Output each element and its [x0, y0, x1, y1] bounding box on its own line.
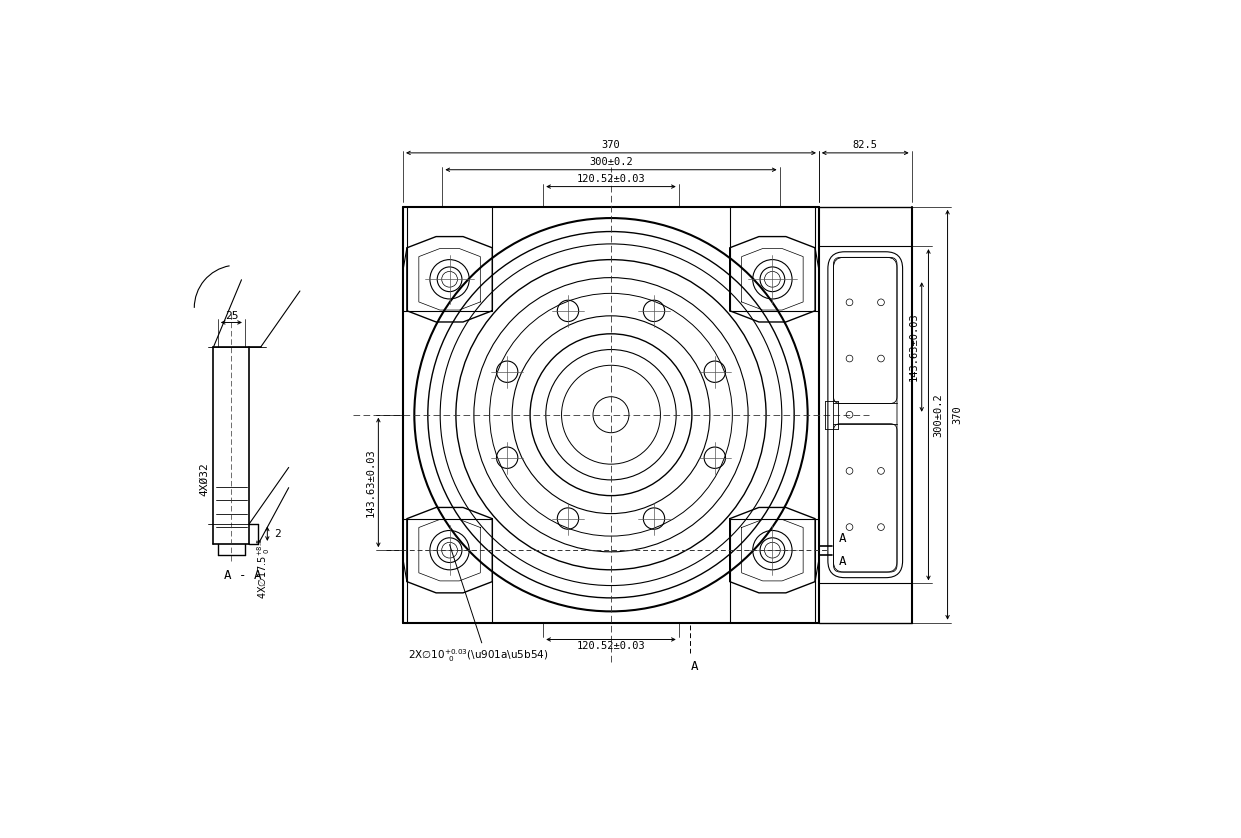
Text: A: A	[690, 660, 697, 673]
Text: 143.63±0.03: 143.63±0.03	[366, 448, 376, 517]
Text: 2X$\varnothing$10$^{+0.03}_{\ \ 0}$(\u901a\u5b54): 2X$\varnothing$10$^{+0.03}_{\ \ 0}$(\u90…	[408, 647, 549, 665]
Text: 120.52±0.03: 120.52±0.03	[577, 641, 645, 651]
Text: 300±0.2: 300±0.2	[933, 393, 943, 437]
Text: 82.5: 82.5	[853, 140, 877, 150]
Text: 120.52±0.03: 120.52±0.03	[577, 173, 645, 184]
Text: 2: 2	[274, 529, 280, 539]
Text: 25: 25	[225, 311, 238, 321]
Text: 370: 370	[602, 140, 620, 150]
Text: 4X$\varnothing$17.5$^{+8.5}_{\ 0}$: 4X$\varnothing$17.5$^{+8.5}_{\ 0}$	[254, 538, 272, 599]
Text: 300±0.2: 300±0.2	[589, 157, 633, 167]
Text: 370: 370	[953, 406, 963, 424]
Text: A - A: A - A	[223, 569, 262, 582]
Text: 143.63±0.03: 143.63±0.03	[908, 313, 918, 381]
Text: 4XØ32: 4XØ32	[200, 463, 210, 496]
Text: A: A	[839, 532, 846, 546]
Text: A: A	[839, 555, 846, 568]
